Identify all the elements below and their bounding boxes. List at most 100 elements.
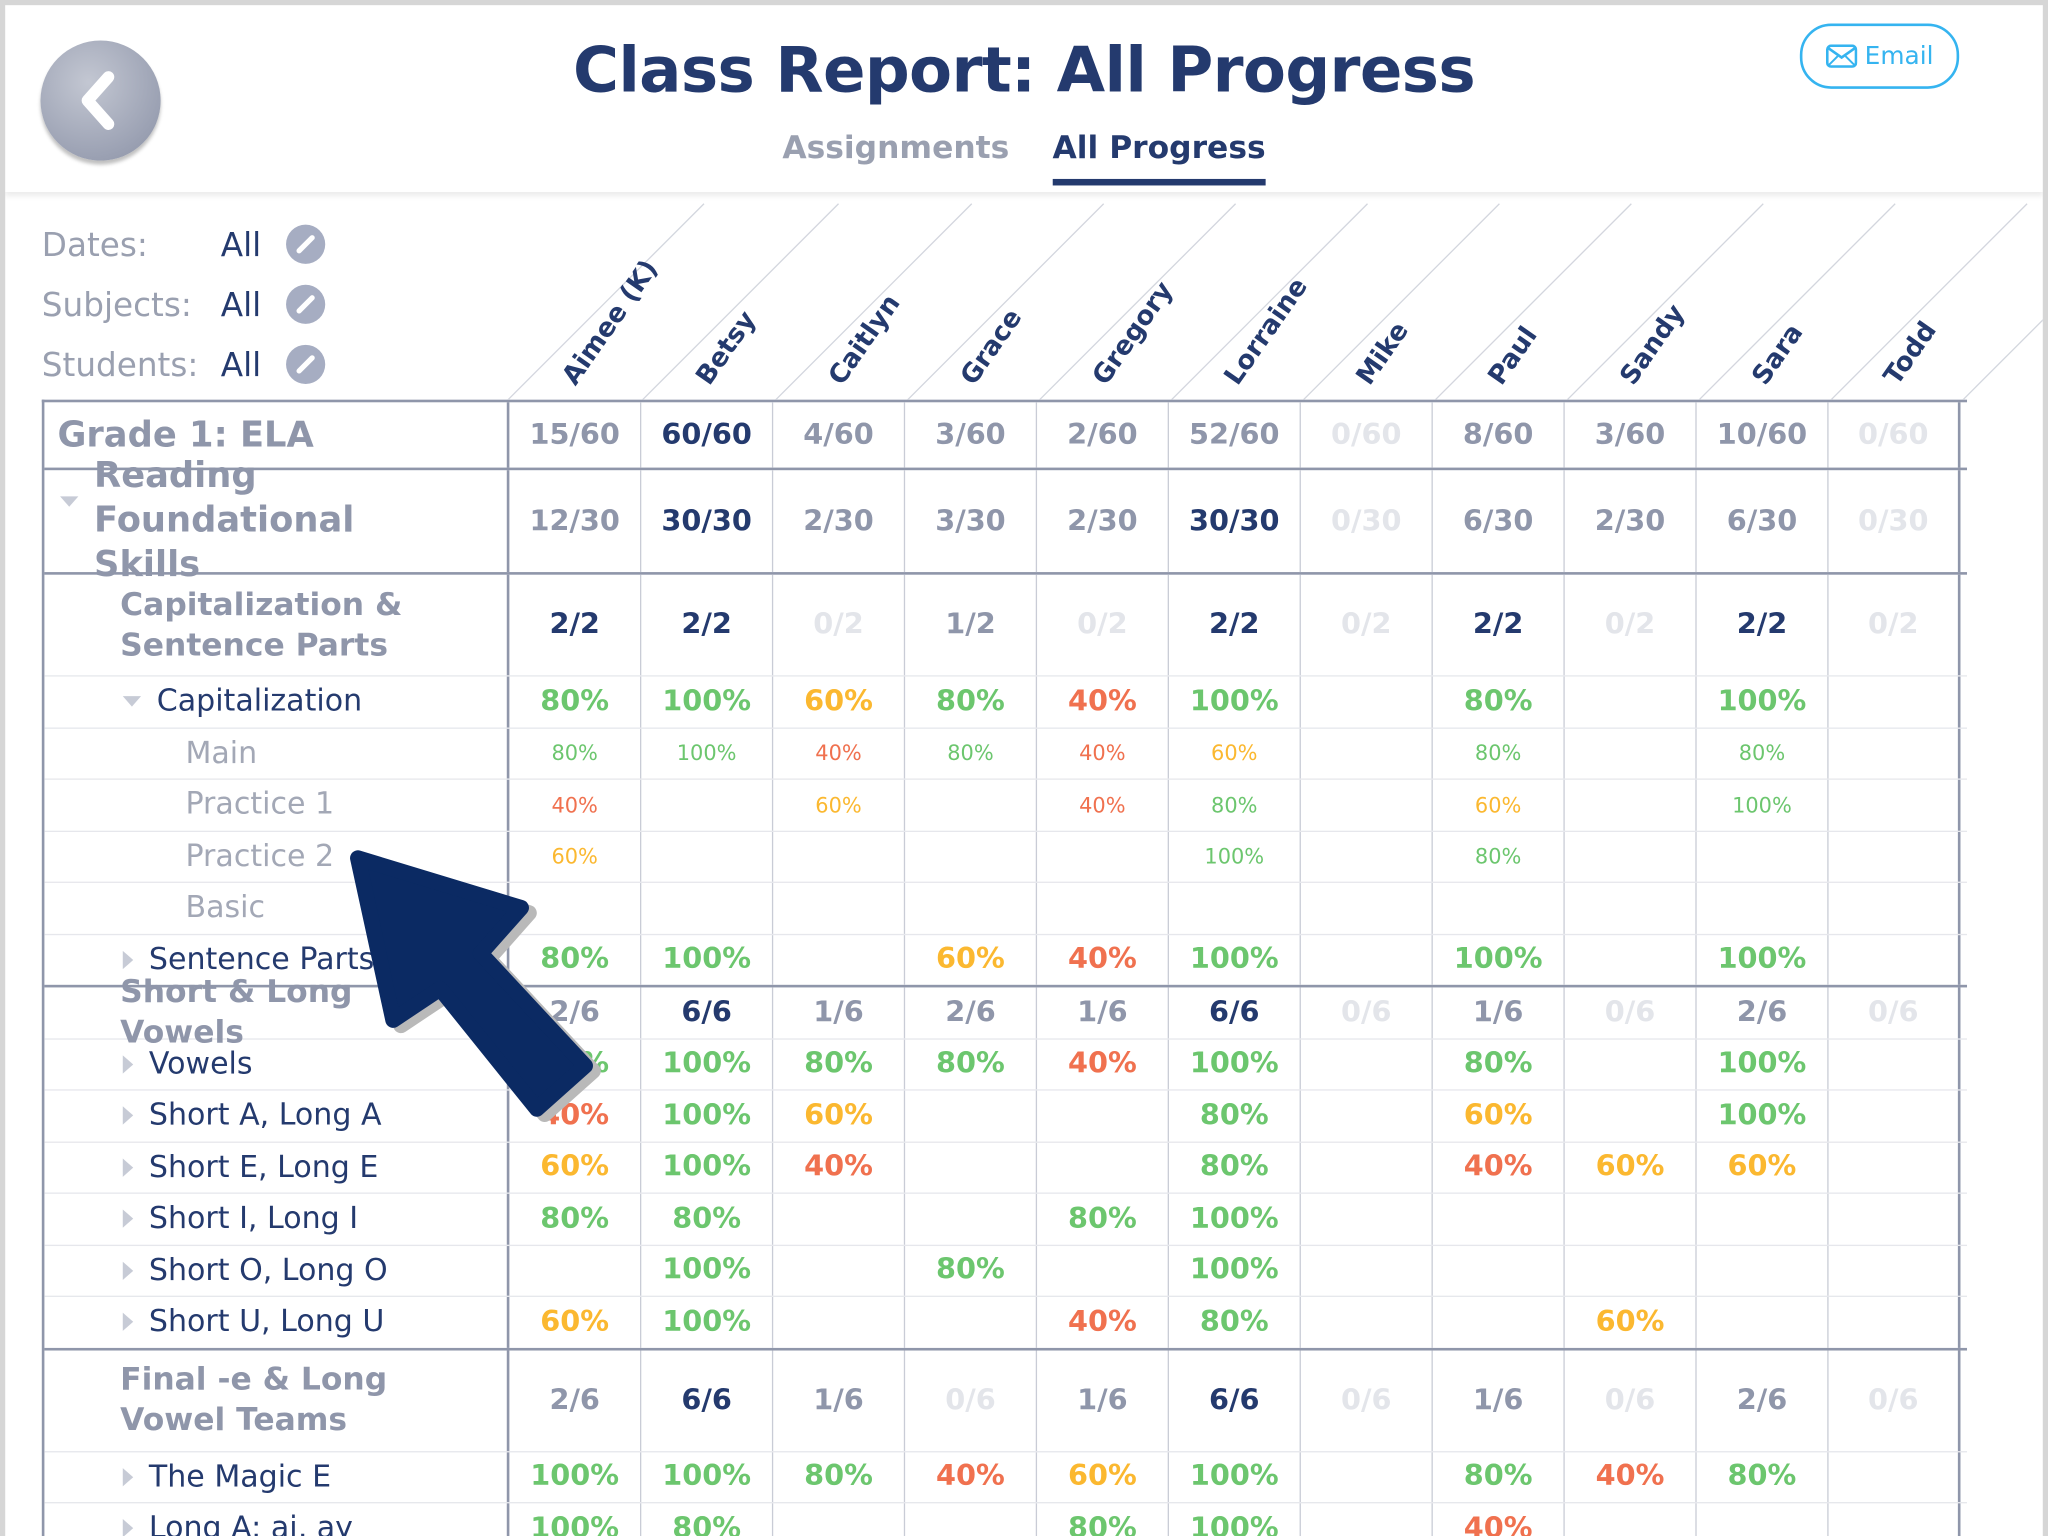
- score-cell[interactable]: 6/6: [641, 1349, 774, 1451]
- score-cell[interactable]: 2/2: [1169, 574, 1301, 676]
- back-button[interactable]: [40, 40, 161, 161]
- score-cell[interactable]: 100%: [641, 1451, 774, 1503]
- expand-triangle-icon[interactable]: [122, 1055, 134, 1074]
- score-cell[interactable]: 2/6: [509, 1349, 642, 1451]
- score-cell[interactable]: 0/6: [1829, 1349, 1961, 1451]
- score-cell[interactable]: 0/2: [773, 574, 906, 676]
- score-cell[interactable]: 80%: [509, 1193, 642, 1245]
- score-cell[interactable]: 80%: [641, 1193, 774, 1245]
- score-cell[interactable]: 2/2: [509, 574, 642, 676]
- score-cell[interactable]: 60%: [1169, 728, 1301, 779]
- tab-all-progress[interactable]: All Progress: [1052, 129, 1266, 186]
- score-cell[interactable]: 15/60: [509, 402, 642, 468]
- table-row[interactable]: Final -e & Long Vowel Teams 2/6 6/6 1/6 0/6 1…: [44, 1349, 1968, 1452]
- score-cell[interactable]: 80%: [509, 934, 642, 985]
- score-cell[interactable]: 100%: [1697, 676, 1829, 727]
- score-cell[interactable]: 40%: [773, 728, 906, 779]
- collapse-triangle-icon[interactable]: [60, 496, 79, 507]
- score-cell[interactable]: 60%: [773, 1090, 906, 1141]
- score-cell[interactable]: 6/6: [641, 987, 774, 1038]
- table-row[interactable]: Short U, Long U 60% 100% 40% 80% 60%: [44, 1296, 1968, 1350]
- score-cell[interactable]: 2/6: [509, 987, 642, 1038]
- score-cell[interactable]: 0/2: [1829, 574, 1961, 676]
- score-cell[interactable]: 0/6: [1301, 1349, 1433, 1451]
- score-cell[interactable]: 100%: [641, 1142, 774, 1193]
- score-cell[interactable]: 40%: [1037, 1296, 1169, 1348]
- table-row[interactable]: Practice 1 40% 60% 40% 80% 60% 100%: [44, 779, 1968, 832]
- score-cell[interactable]: 100%: [1697, 1090, 1829, 1141]
- table-row[interactable]: Main 80% 100% 40% 80% 40% 60% 80% 80%: [44, 728, 1968, 780]
- student-name[interactable]: Sandy: [1614, 299, 1691, 391]
- email-button[interactable]: Email: [1799, 23, 1960, 89]
- score-cell[interactable]: 60%: [1565, 1142, 1697, 1193]
- score-cell[interactable]: 100%: [641, 1039, 774, 1090]
- score-cell[interactable]: 0/6: [905, 1349, 1038, 1451]
- table-row[interactable]: Practice 2 60% 100% 80%: [44, 831, 1968, 883]
- score-cell[interactable]: 40%: [1433, 1142, 1565, 1193]
- score-cell[interactable]: 0/2: [1037, 574, 1169, 676]
- score-cell[interactable]: 80%: [641, 1503, 774, 1536]
- score-cell[interactable]: 6/6: [1169, 1349, 1301, 1451]
- score-cell[interactable]: 60/60: [641, 402, 774, 468]
- expand-triangle-icon[interactable]: [122, 1519, 134, 1536]
- score-cell[interactable]: 100%: [641, 728, 774, 779]
- score-cell[interactable]: 100%: [509, 1503, 642, 1536]
- score-cell[interactable]: 6/30: [1433, 470, 1565, 573]
- score-cell[interactable]: 60%: [1697, 1142, 1829, 1193]
- table-row[interactable]: Short O, Long O 100% 80% 100%: [44, 1245, 1968, 1297]
- expand-triangle-icon[interactable]: [122, 1209, 134, 1229]
- score-cell[interactable]: 0/6: [1565, 1349, 1697, 1451]
- score-cell[interactable]: 60%: [1565, 1296, 1697, 1348]
- score-cell[interactable]: 2/6: [1697, 1349, 1829, 1451]
- score-cell[interactable]: 80%: [1037, 1503, 1169, 1536]
- score-cell[interactable]: 100%: [1169, 1193, 1301, 1245]
- score-cell[interactable]: 40%: [1565, 1451, 1697, 1503]
- score-cell[interactable]: 80%: [509, 1039, 642, 1090]
- score-cell[interactable]: 80%: [905, 1039, 1038, 1090]
- score-cell[interactable]: 1/6: [773, 987, 906, 1038]
- score-cell[interactable]: 60%: [1433, 779, 1565, 831]
- score-cell[interactable]: 60%: [509, 1142, 642, 1193]
- score-cell[interactable]: 80%: [1169, 779, 1301, 831]
- score-cell[interactable]: 80%: [509, 728, 642, 779]
- score-cell[interactable]: 3/60: [1565, 402, 1697, 468]
- score-cell[interactable]: 40%: [773, 1142, 906, 1193]
- score-cell[interactable]: 40%: [509, 779, 642, 831]
- score-cell[interactable]: 80%: [1037, 1193, 1169, 1245]
- score-cell[interactable]: 80%: [905, 676, 1038, 727]
- score-cell[interactable]: 6/30: [1697, 470, 1829, 573]
- score-cell[interactable]: 1/6: [773, 1349, 906, 1451]
- pencil-edit-icon[interactable]: [286, 344, 326, 384]
- score-cell[interactable]: 100%: [1433, 934, 1565, 985]
- score-cell[interactable]: 100%: [1169, 831, 1301, 882]
- score-cell[interactable]: 0/6: [1301, 987, 1433, 1038]
- score-cell[interactable]: 2/2: [1433, 574, 1565, 676]
- score-cell[interactable]: 2/30: [1037, 470, 1169, 573]
- pencil-edit-icon[interactable]: [286, 284, 326, 324]
- score-cell[interactable]: 0/2: [1301, 574, 1433, 676]
- score-cell[interactable]: 0/30: [1829, 470, 1961, 573]
- score-cell[interactable]: 80%: [1169, 1142, 1301, 1193]
- score-cell[interactable]: 80%: [1697, 1451, 1829, 1503]
- score-cell[interactable]: 40%: [1037, 779, 1169, 831]
- score-cell[interactable]: 2/6: [905, 987, 1038, 1038]
- score-cell[interactable]: 80%: [1433, 676, 1565, 727]
- score-cell[interactable]: 60%: [905, 934, 1038, 985]
- score-cell[interactable]: 52/60: [1169, 402, 1301, 468]
- expand-triangle-icon[interactable]: [122, 1158, 134, 1177]
- score-cell[interactable]: 40%: [1037, 934, 1169, 985]
- pencil-edit-icon[interactable]: [286, 224, 326, 264]
- score-cell[interactable]: 80%: [1169, 1296, 1301, 1348]
- table-row[interactable]: Short I, Long I 80% 80% 80% 100%: [44, 1193, 1968, 1246]
- score-cell[interactable]: 2/6: [1697, 987, 1829, 1038]
- score-cell[interactable]: 30/30: [641, 470, 774, 573]
- score-cell[interactable]: 100%: [641, 676, 774, 727]
- score-cell[interactable]: 100%: [1169, 676, 1301, 727]
- score-cell[interactable]: 2/2: [641, 574, 774, 676]
- score-cell[interactable]: 2/2: [1697, 574, 1829, 676]
- student-name[interactable]: Aimee (K): [557, 255, 665, 391]
- student-name[interactable]: Lorraine: [1219, 272, 1314, 390]
- score-cell[interactable]: 2/30: [1565, 470, 1697, 573]
- score-cell[interactable]: 40%: [1037, 728, 1169, 779]
- score-cell[interactable]: 100%: [641, 1090, 774, 1141]
